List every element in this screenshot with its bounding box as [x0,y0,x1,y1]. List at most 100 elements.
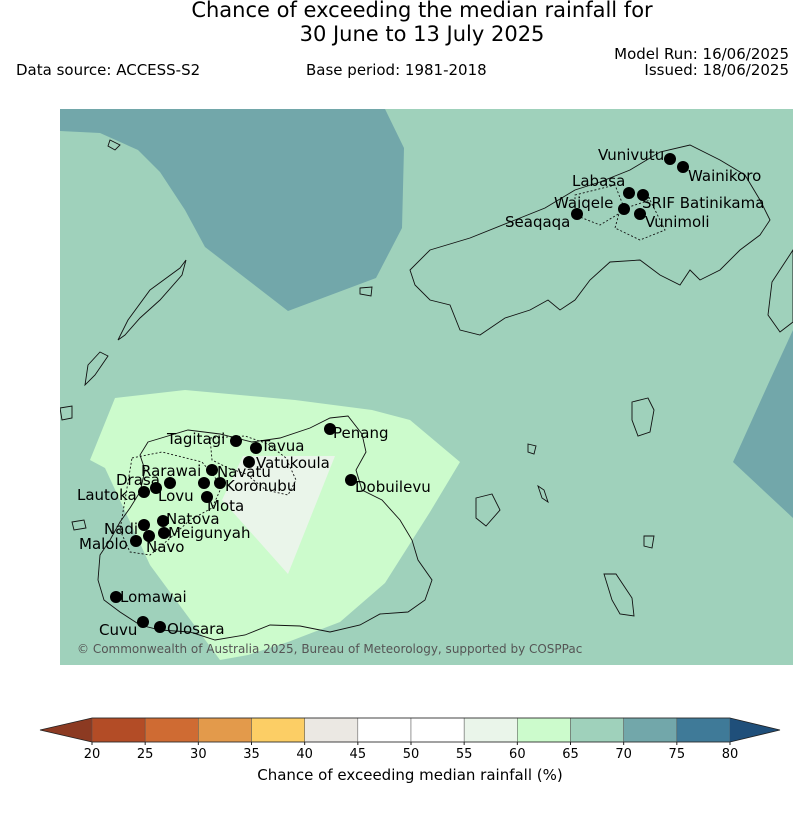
colorbar-tick-label: 30 [190,747,207,762]
colorbar-bin [570,717,624,743]
station-mota: Mota [201,491,244,515]
station-label: Waiqele [554,194,613,212]
station-label: Lautoka [77,486,137,504]
station-tavua: Tavua [250,437,304,455]
station-vatukoula: Vatukoula [243,454,330,472]
colorbar-bin [357,717,412,743]
station-label: Malolo [79,535,128,553]
issued-label: Issued: 18/06/2025 [644,61,789,79]
station-label: Wainikoro [688,167,761,185]
data-source-label: Data source: ACCESS-S2 [16,61,201,79]
colorbar-ticks: 20 25 30 35 40 45 50 55 60 65 70 75 80 [84,742,739,762]
station-seaqaqa: Seaqaqa [505,208,583,231]
station-label: Drasa [116,471,160,489]
colorbar-over-arrow [730,718,780,742]
station-label: Tavua [260,437,304,455]
colorbar-tick-label: 75 [669,747,686,762]
colorbar-tick-label: 65 [562,747,579,762]
colorbar-tick-label: 70 [615,747,632,762]
station-lomawai: Lomawai [110,588,187,606]
station-label: Dobuilevu [355,478,431,496]
station-wainikoro: Wainikoro [677,161,761,185]
station-label: Labasa [572,172,625,190]
station-label: Natova [166,510,220,528]
station-penang: Penang [324,423,388,442]
station-label: Mota [207,497,244,515]
station-label: SRIF Batinikama [642,194,764,212]
colorbar-bin [91,717,146,743]
station-label: Nadi [104,520,138,538]
colorbar-bin [251,717,305,743]
station-koronubu: Koronubu [198,477,296,495]
colorbar-tick-label: 60 [509,747,526,762]
region-70-75-east [733,330,793,518]
station-navatu: Navatu [214,463,271,489]
region-70-75-northwest [60,109,404,311]
station-label: Navo [146,538,184,556]
station-natova: Natova [157,510,220,528]
station-label: Seaqaqa [505,213,570,231]
colorbar-tick-label: 25 [137,747,154,762]
station-label: Rarawai [141,462,201,480]
station-nadi: Nadi [104,519,150,538]
station-label: Koronubu [225,477,296,495]
colorbar-tick-label: 45 [350,747,367,762]
station-label: Lomawai [120,588,187,606]
colorbar-tick-label: 50 [403,747,420,762]
copyright-notice: © Commonwealth of Australia 2025, Bureau… [77,642,582,656]
base-period-label: Base period: 1981-2018 [306,61,487,79]
colorbar-under-arrow [40,718,92,742]
station-vunimoli: Vunimoli [634,208,710,231]
station-label: Vunivutu [598,146,664,164]
station-olosara: Olosara [154,620,225,638]
colorbar-bin [463,717,518,743]
station-lautoka: Lautoka [77,486,150,504]
colorbar-tick-label: 20 [84,747,101,762]
colorbar-tick-label: 80 [722,747,739,762]
station-cuvu: Cuvu [99,616,149,639]
station-label: Meigunyah [168,524,250,542]
chart-title: Chance of exceeding the median rainfall … [0,0,804,46]
colorbar-bins [91,717,731,743]
weather-stations: Vunivutu Wainikoro Labasa SRIF Batinikam… [77,146,764,639]
station-waiqele: Waiqele [554,194,630,215]
station-label: Lovu [158,487,194,505]
station-lovu: Lovu [150,482,194,505]
coastlines [60,139,793,641]
model-run-label: Model Run: 16/06/2025 [614,45,789,63]
colorbar-tick-label: 55 [456,747,473,762]
colorbar-bin [144,717,199,743]
station-label: Vatukoula [256,454,330,472]
colorbar-bin [623,717,678,743]
colorbar-bin [410,717,465,743]
station-meigunyah: Meigunyah [158,524,250,542]
station-rarawai: Rarawai [141,462,218,480]
station-drasa: Drasa [116,471,176,489]
colorbar-tick-label: 35 [243,747,260,762]
map-frame: © Commonwealth of Australia 2025, Bureau… [60,109,793,665]
colorbar-bin [198,717,252,743]
station-labasa: Labasa [572,172,635,199]
station-navo: Navo [143,530,184,556]
colorbar-title: Chance of exceeding median rainfall (%) [257,766,563,784]
colorbar-bin [304,717,359,743]
station-tagitagi: Tagitagi [166,430,242,448]
colorbar-bin [517,717,571,743]
station-label: Cuvu [99,621,137,639]
station-malolo: Malolo [79,535,142,553]
colorbar-bin [676,717,731,743]
station-label: Navatu [217,463,271,481]
station-label: Penang [333,424,388,442]
station-label: Tagitagi [166,430,225,448]
colorbar: 20 25 30 35 40 45 50 55 60 65 70 75 80 [39,717,781,762]
station-dobuilevu: Dobuilevu [345,474,431,496]
title-line-2: 30 June to 13 July 2025 [299,22,545,46]
region-55-60 [222,456,335,574]
station-label: Vunimoli [645,213,710,231]
station-vunivutu: Vunivutu [598,146,676,165]
colorbar-tick-label: 40 [296,747,313,762]
station-label: Olosara [167,620,225,638]
station-srif-batinikama: SRIF Batinikama [637,189,764,212]
title-line-1: Chance of exceeding the median rainfall … [191,0,653,22]
